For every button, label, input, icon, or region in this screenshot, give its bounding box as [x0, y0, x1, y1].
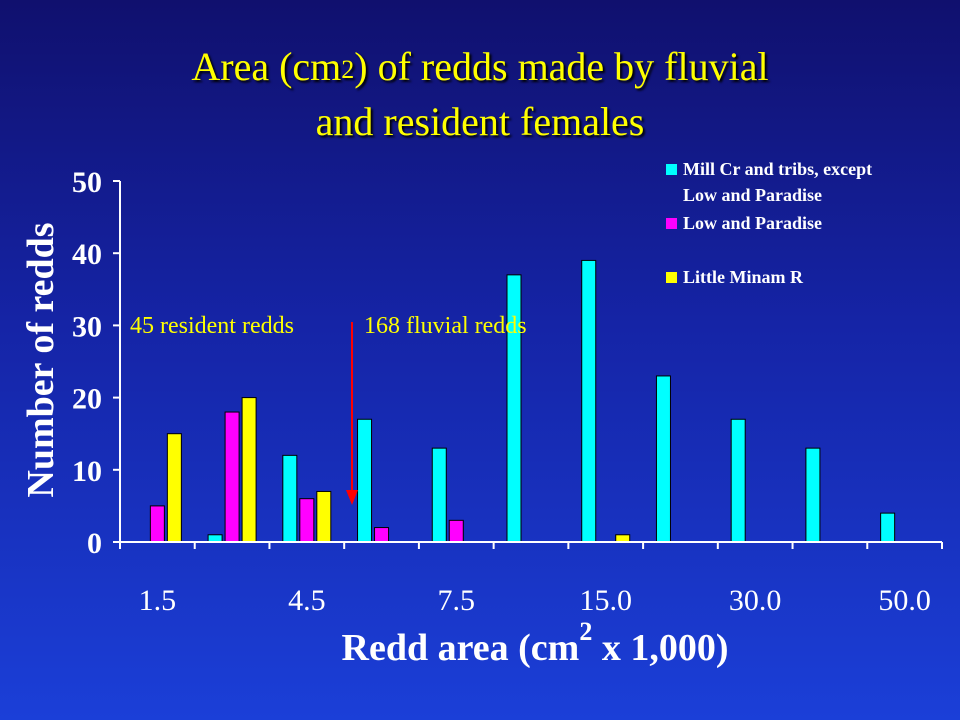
- title-line-1-pre: Area (cm: [191, 44, 342, 89]
- bar-series2-cat0: [166, 433, 182, 543]
- bar-series1-cat2: [299, 498, 315, 543]
- x-tick-label: 30.0: [729, 584, 782, 617]
- x-axis-title: Redd area (cm2 x 1,000): [342, 617, 729, 669]
- y-tick-label: 10: [72, 455, 102, 488]
- legend-label-mill-2: Low and Paradise: [683, 185, 822, 205]
- divider-arrow-head: [346, 490, 358, 505]
- bar-series0-cat1: [207, 534, 223, 543]
- bar-series1-cat1: [224, 411, 240, 543]
- bar-series0-cat3: [357, 418, 373, 543]
- bar-series2-cat2: [316, 490, 332, 543]
- bar-series1-cat4: [448, 519, 464, 543]
- bar-series1-cat0: [149, 505, 165, 543]
- y-tick-label: 20: [72, 383, 102, 416]
- title-line-1-post: ) of redds made by fluvial: [354, 44, 769, 89]
- bar-series2-cat6: [615, 534, 631, 543]
- annotation-fluvial: 168 fluvial redds: [364, 313, 527, 339]
- y-axis-title: Number of redds: [20, 222, 62, 497]
- legend-label-mill-1: Mill Cr and tribs, except: [683, 159, 872, 179]
- x-ticks-group: 1.5 4.5 7.5 15.0 30.0 50.0: [119, 542, 943, 617]
- bar-series0-cat8: [730, 418, 746, 543]
- legend-label-little: Little Minam R: [683, 267, 804, 287]
- annotation-resident: 45 resident redds: [130, 313, 294, 339]
- bar-series0-cat7: [655, 375, 671, 543]
- x-axis-title-main: Redd area (cm: [342, 627, 580, 669]
- x-tick-label: 1.5: [139, 584, 177, 617]
- bar-series0-cat10: [880, 512, 896, 543]
- title-line-2: and resident females: [315, 99, 645, 144]
- bar-series0-cat2: [282, 454, 298, 543]
- title-subscript: 2: [341, 55, 355, 84]
- x-axis-title-sup: 2: [579, 617, 592, 646]
- x-tick-label: 7.5: [438, 584, 476, 617]
- legend-swatch-little: [666, 272, 677, 283]
- legend-swatch-low: [666, 218, 677, 229]
- slide-title: Area (cm2) of redds made by fluvial and …: [0, 42, 960, 147]
- y-ticks-group: 0 10 20 30 40 50: [72, 166, 120, 560]
- y-tick-label: 30: [72, 310, 102, 343]
- legend: Mill Cr and tribs, except Low and Paradi…: [666, 159, 872, 287]
- legend-label-low: Low and Paradise: [683, 213, 822, 233]
- x-tick-label: 15.0: [579, 584, 632, 617]
- bar-series0-cat6: [581, 259, 597, 543]
- bar-series0-cat4: [431, 447, 447, 543]
- bars-group: [149, 259, 896, 543]
- y-tick-label: 50: [72, 166, 102, 199]
- bar-series0-cat9: [805, 447, 821, 543]
- legend-swatch-mill: [666, 164, 677, 175]
- bar-series2-cat1: [241, 397, 257, 543]
- x-tick-label: 4.5: [288, 584, 326, 617]
- bar-series1-cat3: [374, 527, 390, 543]
- axes-group: [119, 181, 942, 543]
- title-line-1: Area (cm2) of redds made by fluvial: [0, 42, 960, 97]
- y-tick-label: 0: [87, 527, 102, 560]
- x-axis-title-post: x 1,000): [592, 627, 728, 669]
- y-tick-label: 40: [72, 238, 102, 271]
- x-tick-label: 50.0: [878, 584, 931, 617]
